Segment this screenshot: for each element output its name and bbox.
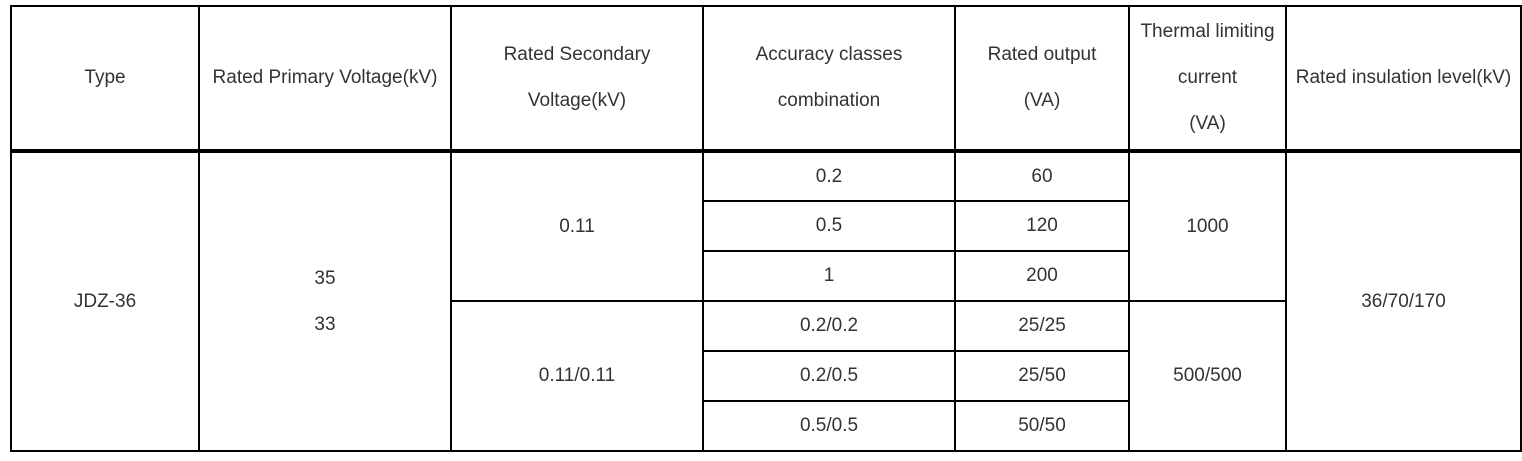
header-accuracy: Accuracy classes combination <box>702 5 956 153</box>
cell-secondary-voltage-1: 0.11 <box>450 150 704 302</box>
cell-output: 200 <box>954 250 1130 302</box>
cell-secondary-voltage-2: 0.11/0.11 <box>450 300 704 452</box>
cell-accuracy: 0.2 <box>702 150 956 202</box>
cell-output: 50/50 <box>954 400 1130 452</box>
header-secondary-voltage-line-1: Rated Secondary <box>503 44 651 65</box>
cell-thermal-1: 1000 <box>1128 150 1287 302</box>
cell-insulation: 36/70/170 <box>1285 150 1522 452</box>
header-accuracy-line-2: combination <box>777 90 881 111</box>
cell-output: 25/50 <box>954 350 1130 402</box>
header-output-line-1: Rated output <box>987 44 1097 65</box>
header-accuracy-line-1: Accuracy classes <box>755 44 903 65</box>
cell-accuracy: 0.2/0.2 <box>702 300 956 352</box>
cell-output: 25/25 <box>954 300 1130 352</box>
table-row: 1 200 <box>11 250 1521 302</box>
spec-table: Type Rated Primary Voltage(kV) Rated Sec… <box>10 5 1522 452</box>
header-thermal-line-2: current <box>1177 67 1238 88</box>
cell-accuracy: 0.5 <box>702 200 956 252</box>
cell-primary-voltage: 35 33 <box>198 150 452 452</box>
cell-accuracy: 0.2/0.5 <box>702 350 956 402</box>
table-row: 0.5/0.5 50/50 <box>11 400 1521 452</box>
header-secondary-voltage-line-2: Voltage(kV) <box>527 90 627 111</box>
header-output: Rated output (VA) <box>954 5 1130 153</box>
cell-primary-voltage-line-2: 33 <box>314 313 336 335</box>
cell-type: JDZ-36 <box>10 150 200 452</box>
header-output-line-2: (VA) <box>1023 90 1061 111</box>
header-thermal-line-3: (VA) <box>1189 113 1226 134</box>
table-row: 0.2/0.5 25/50 <box>11 350 1521 402</box>
header-thermal-line-1: Thermal limiting <box>1140 21 1275 42</box>
header-secondary-voltage: Rated Secondary Voltage(kV) <box>450 5 704 153</box>
cell-accuracy: 0.5/0.5 <box>702 400 956 452</box>
header-thermal: Thermal limiting current (VA) <box>1128 5 1287 153</box>
table-row: 0.5 120 <box>11 200 1521 252</box>
table-row: JDZ-36 35 33 0.11 0.2 60 1000 36/70/170 <box>10 150 1522 452</box>
header-row: Type Rated Primary Voltage(kV) Rated Sec… <box>10 5 1522 153</box>
table-row: 0.11/0.11 0.2/0.2 25/25 500/500 <box>11 300 1521 452</box>
cell-thermal-2: 500/500 <box>1128 300 1287 452</box>
header-type: Type <box>10 5 200 153</box>
cell-primary-voltage-line-1: 35 <box>314 267 336 289</box>
cell-output: 120 <box>954 200 1130 252</box>
cell-accuracy: 1 <box>702 250 956 302</box>
cell-output: 60 <box>954 150 1130 202</box>
header-primary-voltage: Rated Primary Voltage(kV) <box>198 5 452 153</box>
header-insulation: Rated insulation level(kV) <box>1285 5 1522 153</box>
